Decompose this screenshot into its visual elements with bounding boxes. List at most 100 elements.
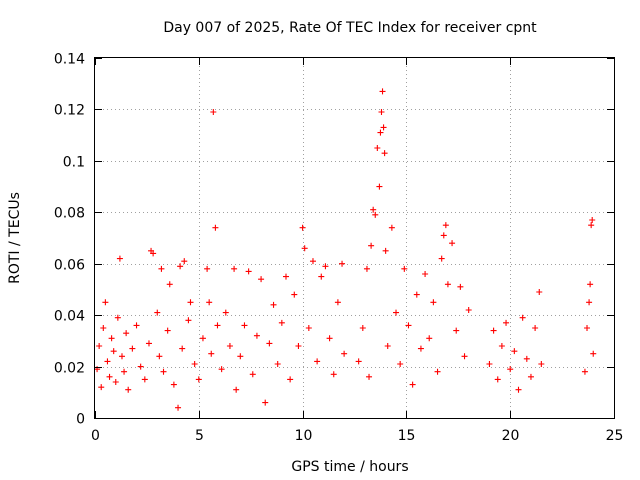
data-point [241, 322, 248, 329]
data-point [175, 404, 182, 411]
data-point [258, 276, 265, 283]
data-point [339, 260, 346, 267]
data-point [515, 386, 522, 393]
data-point [249, 371, 256, 378]
data-point [442, 222, 449, 229]
data-point [166, 281, 173, 288]
data-point [453, 327, 460, 334]
data-point [231, 265, 238, 272]
y-tick-label: 0.1 [63, 155, 85, 171]
data-point [372, 211, 379, 218]
data-point [179, 345, 186, 352]
data-point [359, 325, 366, 331]
data-point [98, 384, 105, 391]
data-point [210, 109, 217, 115]
data-point [465, 307, 472, 313]
axis-ticks: 0 0.02 0.04 0.06 0.08 0.1 0.12 0.14 0 5 10 15 20 25 [54, 52, 624, 445]
data-point [100, 325, 107, 331]
data-point [494, 376, 501, 383]
data-point [291, 291, 298, 298]
x-tick-label: 25 [606, 428, 624, 444]
data-point [397, 361, 404, 367]
data-point [226, 343, 233, 349]
data-point [401, 265, 408, 272]
data-point [282, 273, 289, 280]
y-tick-label: 0.02 [54, 361, 85, 377]
data-point [384, 343, 391, 349]
data-point [233, 386, 240, 393]
data-point [586, 299, 593, 306]
data-point [237, 353, 244, 360]
data-point [191, 361, 198, 367]
data-point [405, 322, 412, 329]
data-point [430, 299, 437, 306]
data-point [449, 240, 456, 247]
data-point [295, 343, 302, 349]
data-point [322, 263, 329, 270]
data-point [378, 109, 385, 115]
data-point [204, 265, 211, 272]
data-point [527, 373, 534, 380]
data-point [318, 273, 325, 280]
data-point [112, 379, 119, 385]
data-point [426, 335, 433, 342]
data-point [309, 258, 316, 265]
data-point [195, 376, 202, 383]
data-point [123, 330, 130, 337]
data-point [108, 335, 115, 342]
data-point [486, 361, 493, 367]
data-point [587, 281, 594, 288]
data-point [341, 350, 348, 357]
data-point [381, 150, 388, 157]
chart-title: Day 007 of 2025, Rate Of TEC Index for r… [163, 20, 537, 36]
data-point [96, 343, 103, 349]
data-point [129, 345, 136, 352]
data-point [158, 265, 165, 272]
data-point [498, 343, 505, 349]
data-point [457, 283, 464, 290]
data-point [379, 88, 386, 95]
data-point [363, 265, 370, 272]
data-point [160, 368, 167, 375]
y-tick-label: 0.14 [54, 52, 85, 68]
data-point [118, 353, 125, 360]
data-point [461, 353, 468, 360]
data-point [187, 299, 194, 306]
data-point [116, 255, 123, 262]
x-tick-label: 0 [91, 428, 100, 444]
data-point [245, 268, 252, 275]
data-points [94, 88, 597, 411]
data-point [164, 327, 171, 334]
data-point [355, 358, 362, 365]
data-point [511, 348, 518, 355]
data-point [523, 355, 530, 362]
y-tick-label: 0.08 [54, 206, 85, 222]
data-point [299, 224, 306, 231]
data-point [156, 353, 163, 360]
data-point [185, 317, 192, 324]
x-tick-label: 20 [502, 428, 520, 444]
data-point [212, 224, 219, 231]
data-point [589, 217, 596, 223]
data-point [382, 247, 389, 254]
x-tick-label: 10 [295, 428, 313, 444]
data-point [380, 124, 387, 131]
x-tick-label: 5 [195, 428, 204, 444]
data-point [102, 299, 109, 306]
y-axis-label: ROTI / TECUs [7, 192, 23, 284]
data-point [208, 350, 215, 357]
data-point [490, 327, 497, 334]
data-point [222, 309, 229, 316]
data-point [368, 242, 375, 249]
data-point [532, 325, 539, 331]
data-point [274, 361, 281, 367]
data-point [253, 332, 260, 339]
data-point [326, 335, 333, 342]
data-point [301, 245, 308, 252]
data-point [581, 368, 588, 375]
data-point [584, 325, 591, 331]
data-point [181, 258, 188, 265]
y-tick-label: 0 [76, 412, 85, 428]
data-point [519, 314, 526, 321]
data-point [278, 319, 285, 326]
